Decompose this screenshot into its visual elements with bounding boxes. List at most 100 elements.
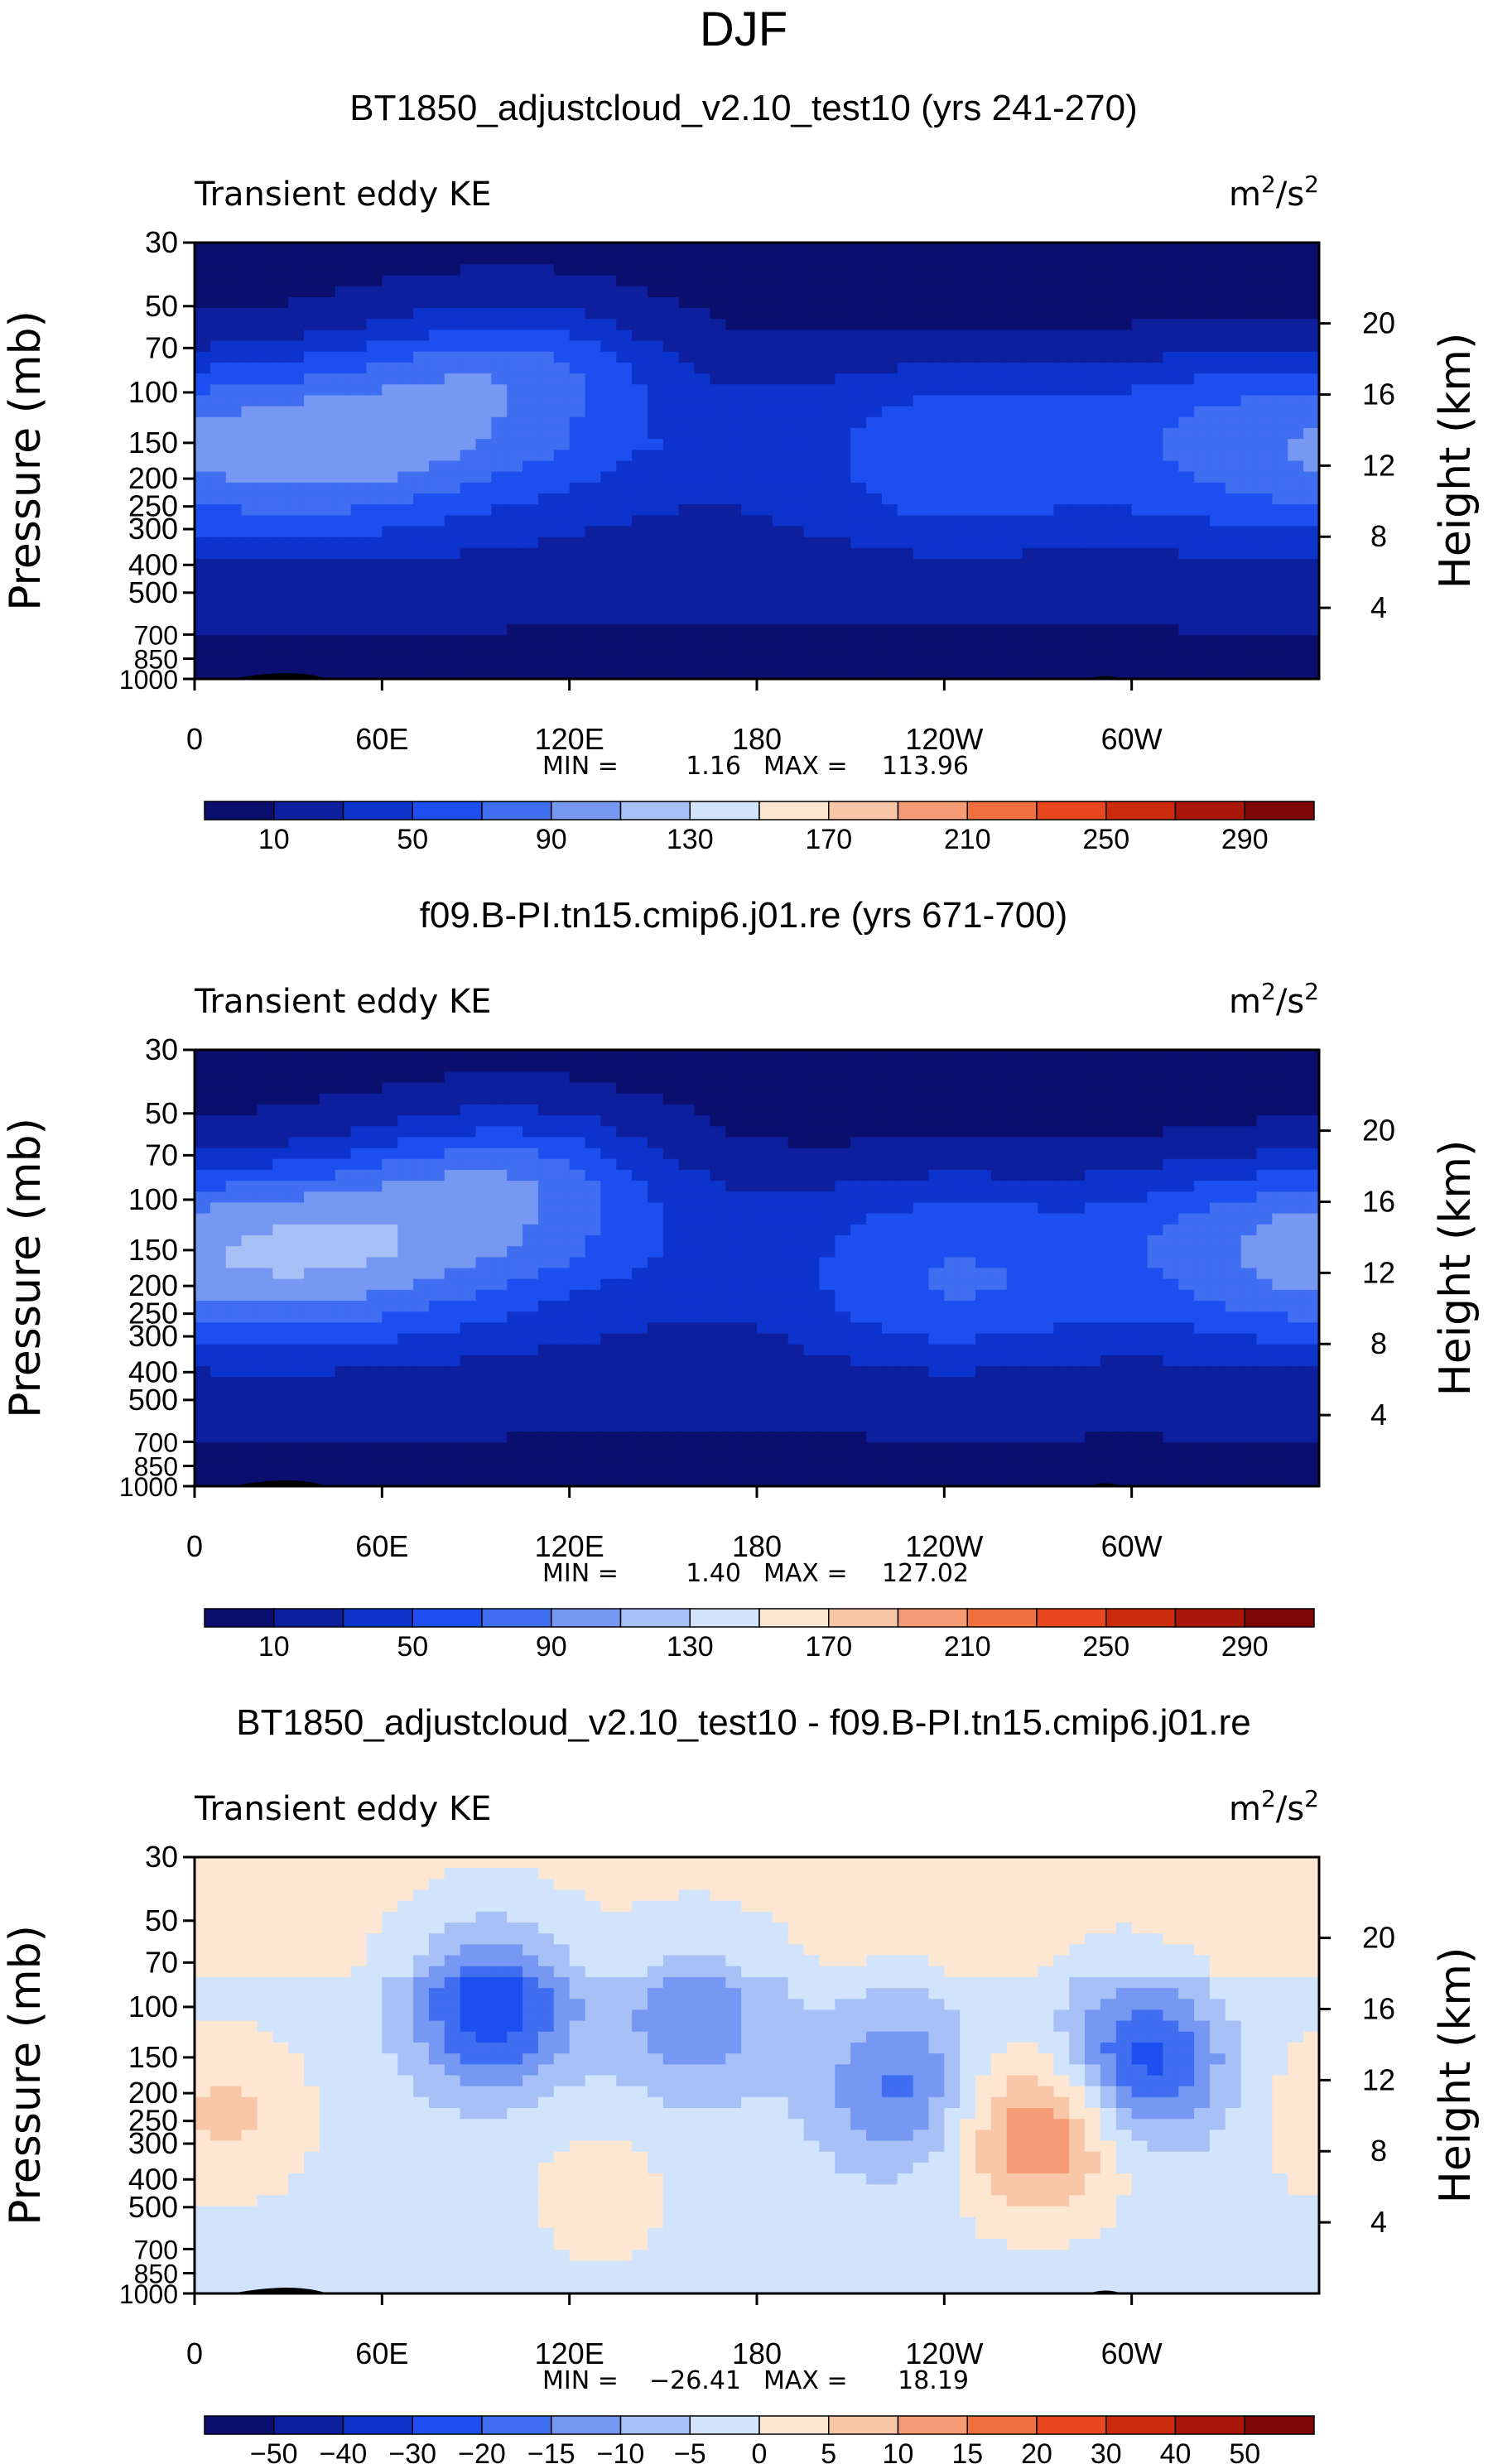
contour-cell bbox=[600, 1158, 617, 1171]
contour-cell bbox=[397, 482, 414, 494]
contour-cell bbox=[1115, 1169, 1133, 1181]
contour-cell bbox=[1006, 635, 1023, 647]
contour-cell bbox=[225, 1257, 243, 1269]
contour-cell bbox=[209, 526, 227, 538]
contour-cell bbox=[944, 373, 961, 385]
contour-cell bbox=[585, 1268, 601, 1280]
contour-cell bbox=[1131, 646, 1149, 658]
contour-cell bbox=[1194, 1213, 1211, 1225]
contour-cell bbox=[1006, 1322, 1023, 1335]
contour-cell bbox=[1147, 1148, 1163, 1160]
contour-cell bbox=[335, 1246, 352, 1258]
contour-cell bbox=[757, 1344, 773, 1356]
contour-cell bbox=[1209, 1082, 1226, 1095]
contour-cell bbox=[350, 1082, 368, 1095]
contour-cell bbox=[1225, 602, 1242, 614]
contour-cell bbox=[725, 1268, 742, 1280]
contour-cell bbox=[913, 450, 930, 462]
contour-cell bbox=[195, 351, 211, 363]
contour-cell bbox=[866, 1213, 883, 1225]
contour-cell bbox=[257, 1301, 273, 1312]
contour-cell bbox=[1288, 1311, 1304, 1323]
contour-cell bbox=[522, 1082, 539, 1095]
contour-cell bbox=[647, 395, 664, 407]
contour-cell bbox=[491, 646, 508, 658]
contour-cell bbox=[772, 395, 789, 407]
contour-cell bbox=[1256, 504, 1274, 516]
contour-cell bbox=[272, 1148, 289, 1160]
contour-cell bbox=[678, 1278, 696, 1291]
contour-cell bbox=[600, 1213, 617, 1225]
contour-cell bbox=[444, 667, 461, 680]
contour-cell bbox=[319, 319, 336, 331]
contour-cell bbox=[507, 547, 523, 560]
contour-cell bbox=[475, 471, 492, 484]
contour-cell bbox=[600, 243, 617, 254]
contour-cell bbox=[1085, 471, 1101, 484]
contour-cell bbox=[507, 657, 523, 669]
contour-cell bbox=[1115, 570, 1133, 582]
contour-cell bbox=[1163, 515, 1179, 527]
contour-cell bbox=[304, 624, 320, 636]
contour-cell bbox=[460, 471, 477, 484]
contour-cell bbox=[850, 1137, 867, 1149]
contour-cell bbox=[195, 406, 211, 418]
contour-cell bbox=[1038, 1115, 1054, 1127]
contour-cell bbox=[741, 482, 758, 494]
contour-cell bbox=[913, 1115, 930, 1127]
contour-cell bbox=[1272, 559, 1288, 570]
figure-title: DJF bbox=[700, 2, 787, 56]
contour-cell bbox=[1038, 1278, 1054, 1291]
contour-cell bbox=[1240, 1181, 1258, 1192]
contour-cell bbox=[1069, 416, 1086, 429]
contour-cell bbox=[1272, 1278, 1288, 1291]
contour-cell bbox=[694, 1224, 711, 1236]
contour-cell bbox=[803, 1234, 821, 1247]
contour-cell bbox=[507, 635, 523, 647]
contour-cell bbox=[944, 570, 961, 582]
contour-cell bbox=[507, 1224, 523, 1236]
contour-cell bbox=[553, 667, 571, 680]
contour-cell bbox=[850, 613, 867, 625]
contour-cell bbox=[1006, 1071, 1023, 1084]
contour-cell bbox=[1069, 1050, 1086, 1061]
contour-cell bbox=[819, 547, 835, 560]
contour-cell bbox=[1272, 646, 1288, 658]
contour-cell bbox=[1131, 1257, 1149, 1269]
contour-cell bbox=[241, 427, 258, 440]
contour-cell bbox=[507, 296, 523, 309]
contour-cell bbox=[1085, 351, 1101, 363]
contour-cell bbox=[366, 547, 383, 560]
contour-cell bbox=[1069, 286, 1086, 298]
contour-cell bbox=[1006, 1104, 1023, 1116]
contour-cell bbox=[553, 624, 571, 636]
contour-cell bbox=[913, 308, 930, 320]
contour-cell bbox=[1100, 427, 1117, 440]
contour-cell bbox=[897, 1050, 914, 1061]
contour-cell bbox=[928, 1278, 945, 1291]
contour-cell bbox=[803, 1115, 821, 1127]
contour-cell bbox=[897, 296, 914, 309]
contour-cell bbox=[1303, 1202, 1320, 1215]
contour-cell bbox=[537, 537, 555, 549]
contour-cell bbox=[1022, 635, 1039, 647]
contour-cell bbox=[1100, 384, 1117, 397]
contour-cell bbox=[1022, 1061, 1039, 1072]
contour-cell bbox=[272, 1234, 289, 1247]
contour-cell bbox=[195, 580, 211, 593]
contour-cell bbox=[1225, 1224, 1242, 1236]
contour-cell bbox=[803, 646, 821, 658]
contour-cell bbox=[1288, 1104, 1304, 1116]
contour-cell bbox=[694, 384, 711, 397]
contour-cell bbox=[304, 635, 320, 647]
contour-cell bbox=[257, 395, 273, 407]
contour-cell bbox=[819, 570, 835, 582]
contour-cell bbox=[1022, 504, 1039, 516]
contour-cell bbox=[1022, 450, 1039, 462]
panel-variable-label: Transient eddy KE bbox=[194, 983, 491, 1021]
contour-cell bbox=[460, 1311, 477, 1323]
contour-cell bbox=[662, 1202, 680, 1215]
contour-cell bbox=[288, 570, 305, 582]
contour-cell bbox=[366, 646, 383, 658]
contour-cell bbox=[1303, 1126, 1320, 1138]
